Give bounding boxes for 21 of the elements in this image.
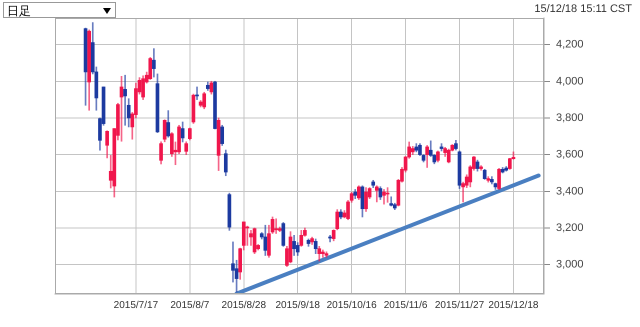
x-tick-label: 2015/11/27 <box>434 300 485 311</box>
x-tick-label: 2015/8/7 <box>170 300 210 311</box>
candlestick <box>195 86 199 100</box>
x-tick-label: 2015/12/18 <box>488 300 539 311</box>
x-tick-label: 2015/7/17 <box>114 300 159 311</box>
y-tick-label: 3,800 <box>556 112 584 124</box>
candlestick <box>231 242 235 282</box>
text: 日足 <box>7 4 31 18</box>
y-tick-label: 4,000 <box>556 75 584 88</box>
text: 15/12/18 15:11 CST <box>534 3 632 15</box>
y-tick-label: 3,200 <box>556 222 584 234</box>
y-tick-label: 4,200 <box>556 38 584 51</box>
y-tick-label: 3,000 <box>556 258 584 271</box>
candlestick <box>382 189 386 204</box>
y-tick-label: 3,600 <box>556 148 584 161</box>
x-tick-label: 2015/8/28 <box>222 300 266 311</box>
x-tick-label: 2015/11/6 <box>384 300 428 311</box>
candlestick <box>120 76 124 142</box>
x-tick-label: 2015/10/16 <box>326 300 378 311</box>
y-tick-label: 3,400 <box>556 185 584 198</box>
x-tick-label: 2015/9/18 <box>275 300 320 311</box>
